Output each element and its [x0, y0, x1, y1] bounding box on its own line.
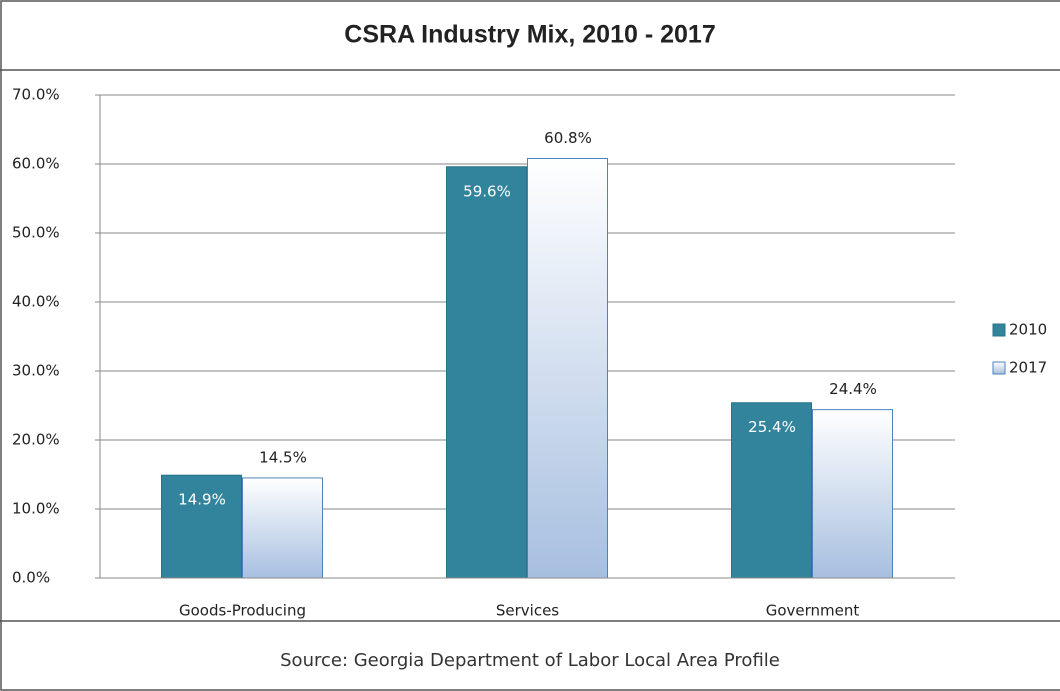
- bar: [527, 157, 608, 579]
- y-tick-label: 10.0%: [12, 500, 60, 518]
- x-tick-label: Services: [496, 602, 559, 620]
- data-label: 60.8%: [544, 129, 592, 147]
- data-label: 14.5%: [259, 448, 307, 466]
- bar: [812, 409, 893, 579]
- source: Source: Georgia Department of Labor Loca…: [280, 650, 780, 671]
- y-tick-label: 60.0%: [12, 155, 60, 173]
- legend-swatch: [992, 361, 1006, 375]
- x-tick-label: Government: [766, 602, 860, 620]
- y-tick-label: 20.0%: [12, 431, 60, 449]
- legend-swatch: [992, 323, 1006, 337]
- data-label: 25.4%: [748, 418, 796, 436]
- data-label: 59.6%: [463, 182, 511, 200]
- chart-title: CSRA Industry Mix, 2010 - 2017: [344, 21, 715, 49]
- y-tick-label: 0.0%: [12, 569, 50, 587]
- bar: [161, 474, 242, 579]
- legend-label: 2017: [1009, 359, 1047, 377]
- y-tick-label: 50.0%: [12, 224, 60, 242]
- x-tick-label: Goods-Producing: [179, 602, 306, 620]
- bar: [242, 477, 323, 579]
- data-label: 14.9%: [178, 491, 226, 509]
- bar: [731, 402, 812, 579]
- legend-label: 2010: [1009, 321, 1047, 339]
- bar: [446, 166, 527, 579]
- y-tick-label: 70.0%: [12, 86, 60, 104]
- data-label: 24.4%: [829, 380, 877, 398]
- y-tick-label: 40.0%: [12, 293, 60, 311]
- y-tick-label: 30.0%: [12, 362, 60, 380]
